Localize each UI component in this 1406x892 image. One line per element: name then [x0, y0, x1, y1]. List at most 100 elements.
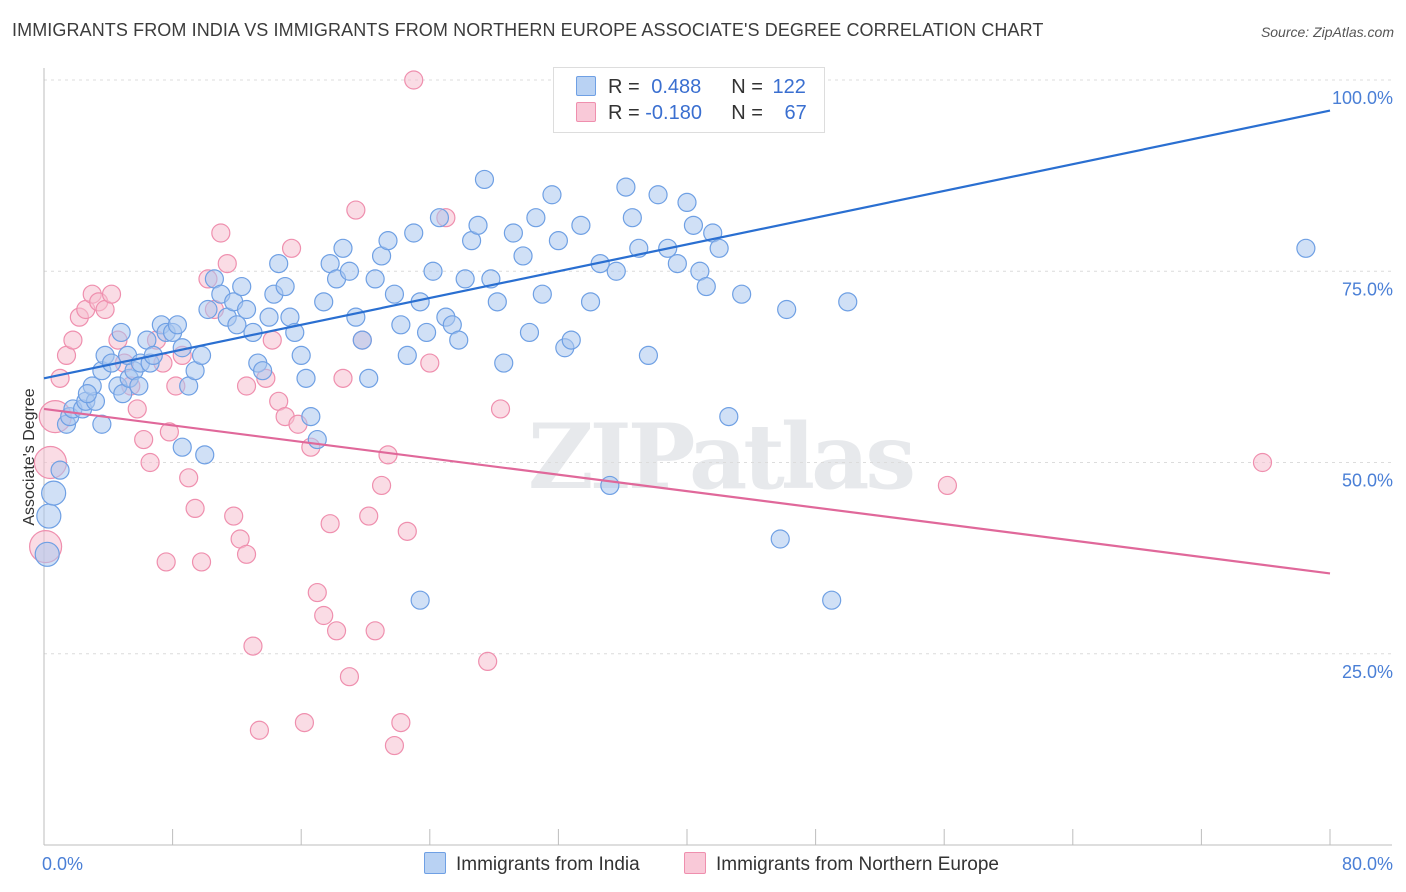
- point-india: [301, 407, 321, 427]
- point-india: [352, 330, 372, 350]
- legend-swatch-india: [424, 852, 446, 874]
- point-india: [696, 276, 716, 297]
- trend-line-india: [43, 109, 1331, 380]
- x-tick-label: 0.0%: [42, 854, 83, 874]
- point-india: [259, 307, 279, 327]
- legend-r-value-europe: -0.180: [645, 102, 702, 124]
- point-india: [236, 299, 257, 320]
- point-india: [232, 276, 252, 297]
- y-tick-label: 50.0%: [1342, 471, 1393, 491]
- point-india: [296, 368, 316, 388]
- point-northern-europe: [224, 506, 244, 526]
- point-northern-europe: [101, 284, 122, 304]
- point-india: [391, 315, 411, 335]
- point-northern-europe: [294, 712, 315, 733]
- point-india: [191, 345, 212, 365]
- point-northern-europe: [211, 223, 231, 243]
- point-india: [838, 292, 858, 312]
- point-northern-europe: [217, 254, 237, 274]
- point-northern-europe: [371, 475, 392, 496]
- point-india: [532, 284, 552, 304]
- tick-labels: 25.0% 50.0% 75.0% 100.0% 0.0% 80.0%: [42, 88, 1393, 874]
- point-india: [526, 208, 546, 228]
- point-india: [487, 292, 507, 312]
- point-india: [416, 322, 437, 343]
- point-northern-europe: [384, 735, 405, 756]
- point-india: [468, 215, 488, 235]
- legend-swatch-india: [576, 76, 596, 96]
- point-india: [449, 330, 469, 350]
- point-northern-europe: [50, 368, 70, 388]
- point-india: [770, 529, 790, 549]
- point-northern-europe: [140, 452, 160, 473]
- x-tick-label: 80.0%: [1342, 854, 1393, 874]
- point-northern-europe: [326, 621, 347, 641]
- legend-r-label: R =: [608, 102, 646, 124]
- point-northern-europe: [156, 552, 176, 572]
- point-india: [227, 315, 247, 335]
- point-northern-europe: [236, 376, 257, 396]
- point-india: [77, 384, 98, 404]
- point-india: [513, 246, 533, 266]
- point-northern-europe: [359, 506, 379, 526]
- legend-n-label: N =: [731, 102, 769, 124]
- point-india: [397, 345, 417, 365]
- point-northern-europe: [243, 636, 263, 656]
- point-india: [683, 215, 704, 235]
- point-india: [571, 215, 591, 235]
- point-northern-europe: [1252, 452, 1273, 473]
- point-northern-europe: [320, 514, 340, 534]
- point-india: [314, 292, 334, 312]
- point-northern-europe: [333, 368, 353, 388]
- trend-line-northern-europe: [43, 407, 1331, 575]
- point-india: [429, 208, 450, 228]
- point-india: [307, 429, 327, 450]
- stats-legend: R = 0.488 N = 122 R = -0.180 N = 67: [553, 67, 825, 133]
- point-india: [580, 292, 601, 312]
- legend-r-value-india: 0.488: [651, 76, 702, 98]
- point-india: [167, 315, 188, 335]
- point-northern-europe: [134, 429, 154, 450]
- point-india: [111, 322, 131, 343]
- point-northern-europe: [249, 720, 270, 740]
- point-india: [50, 460, 70, 480]
- point-india: [677, 192, 697, 212]
- point-india: [36, 503, 62, 529]
- point-northern-europe: [159, 422, 179, 442]
- chart-title: IMMIGRANTS FROM INDIA VS IMMIGRANTS FROM…: [12, 20, 1044, 40]
- legend-row-india: R = 0.488 N = 122: [576, 76, 806, 100]
- y-tick-label: 75.0%: [1342, 279, 1393, 299]
- point-india: [606, 261, 626, 281]
- point-india: [622, 208, 642, 228]
- point-india: [667, 254, 687, 274]
- point-india: [198, 299, 218, 320]
- point-northern-europe: [397, 521, 417, 541]
- point-india: [548, 231, 569, 251]
- point-northern-europe: [63, 330, 83, 350]
- point-india: [253, 361, 273, 381]
- point-northern-europe: [185, 498, 205, 518]
- point-india: [600, 475, 620, 496]
- legend-row-europe: R = -0.180 N = 67: [576, 102, 807, 126]
- point-northern-europe: [339, 667, 360, 687]
- point-northern-europe: [478, 651, 498, 672]
- point-india: [1296, 238, 1316, 258]
- source-label: Source: ZipAtlas.com: [1260, 24, 1394, 40]
- point-india: [41, 480, 67, 506]
- legend-n-value-india: 122: [772, 76, 806, 98]
- series-india: [34, 169, 1316, 610]
- point-india: [638, 345, 659, 365]
- point-northern-europe: [937, 475, 958, 496]
- legend-label-europe: Immigrants from Northern Europe: [716, 854, 999, 875]
- point-northern-europe: [404, 70, 424, 90]
- point-india: [34, 541, 60, 567]
- point-india: [275, 276, 295, 297]
- y-tick-label: 100.0%: [1332, 88, 1393, 108]
- point-india: [365, 269, 385, 289]
- point-india: [346, 307, 366, 327]
- point-india: [291, 345, 311, 365]
- point-india: [384, 284, 405, 304]
- legend-n-label: N =: [731, 76, 769, 98]
- point-india: [719, 407, 739, 427]
